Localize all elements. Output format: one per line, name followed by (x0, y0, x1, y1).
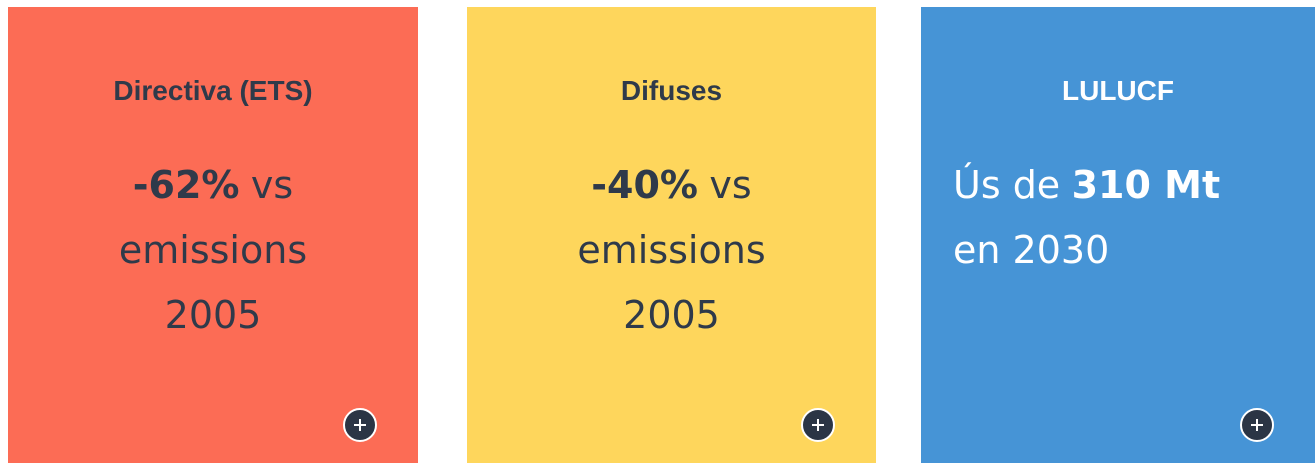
text: 2005 (623, 293, 720, 337)
plus-icon[interactable] (1239, 407, 1275, 443)
plus-icon[interactable] (800, 407, 836, 443)
card-body: -40% vs emissions 2005 (499, 153, 844, 348)
highlight: -40% (591, 163, 699, 207)
highlight: -62% (132, 163, 240, 207)
text: 2005 (164, 293, 262, 337)
text: emissions (118, 228, 308, 272)
plus-icon[interactable] (342, 407, 378, 443)
text-line: 2005 (40, 283, 386, 348)
text-line: emissions (40, 218, 386, 283)
text-line: emissions (499, 218, 844, 283)
text-line: -40% vs (499, 153, 844, 218)
text-line: -62% vs (40, 153, 386, 218)
card: Directiva (ETS) -62% vs emissions 2005 (8, 7, 418, 463)
card-title: Difuses (620, 75, 723, 106)
card: LULUCF Ús de 310 Mt en 2030 (921, 7, 1315, 463)
text-line: Ús de 310 Mt (953, 153, 1283, 218)
text: emissions (577, 228, 766, 272)
highlight: 310 Mt (1071, 163, 1221, 207)
card: Difuses -40% vs emissions 2005 (467, 7, 876, 463)
text: Ús de (953, 163, 1061, 207)
card-body: -62% vs emissions 2005 (40, 153, 386, 348)
text-line: en 2030 (953, 218, 1283, 283)
card-title: LULUCF (1062, 75, 1174, 106)
card-body: Ús de 310 Mt en 2030 (953, 153, 1283, 283)
text: vs (250, 163, 294, 207)
text: vs (709, 163, 752, 207)
text-line: 2005 (499, 283, 844, 348)
expand-button[interactable] (1239, 407, 1275, 443)
expand-button[interactable] (342, 407, 378, 443)
expand-button[interactable] (800, 407, 836, 443)
text: en 2030 (953, 228, 1110, 272)
card-title: Directiva (ETS) (113, 75, 313, 106)
